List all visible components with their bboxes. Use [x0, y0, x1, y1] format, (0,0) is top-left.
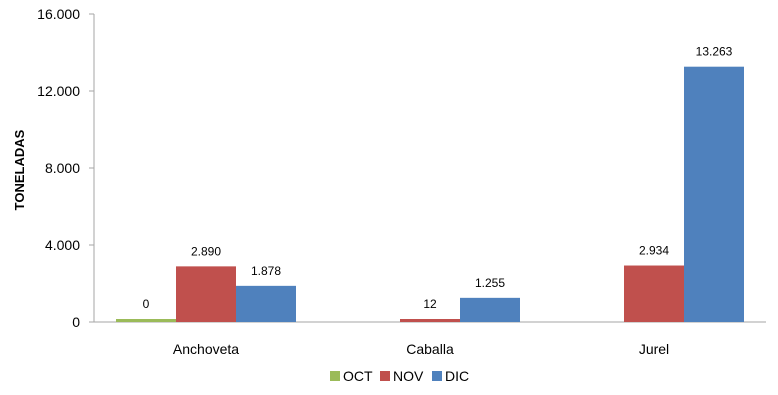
- y-tick-label: 16.000: [37, 6, 80, 22]
- legend-swatch-nov: [380, 371, 390, 381]
- data-label-oct-anchoveta: 0: [143, 297, 150, 311]
- y-tick-label: 12.000: [37, 83, 80, 99]
- legend-swatch-dic: [432, 371, 442, 381]
- data-label-nov-anchoveta: 2.890: [191, 244, 221, 258]
- category-label-caballa: Caballa: [406, 341, 454, 357]
- y-ticks: 0 4.000 8.000 12.000 16.000: [37, 6, 94, 330]
- legend-label-oct: OCT: [343, 368, 373, 384]
- bar-nov-anchoveta: [176, 266, 236, 322]
- bar-nov-caballa: [400, 319, 460, 322]
- legend: OCT NOV DIC: [330, 368, 469, 384]
- y-tick-label: 4.000: [45, 237, 80, 253]
- data-labels: 0 2.890 1.878 12 1.255 2.934 13.263: [143, 45, 733, 311]
- data-label-dic-caballa: 1.255: [475, 276, 505, 290]
- data-label-dic-jurel: 13.263: [696, 45, 733, 59]
- category-label-jurel: Jurel: [639, 341, 669, 357]
- bar-oct-anchoveta: [116, 319, 176, 322]
- data-label-nov-caballa: 12: [423, 297, 437, 311]
- bar-dic-jurel: [684, 66, 744, 322]
- y-tick-label: 8.000: [45, 160, 80, 176]
- data-label-nov-jurel: 2.934: [639, 244, 669, 258]
- category-label-anchoveta: Anchoveta: [173, 341, 239, 357]
- data-label-dic-anchoveta: 1.878: [251, 264, 281, 278]
- legend-label-dic: DIC: [445, 368, 469, 384]
- category-labels: Anchoveta Caballa Jurel: [173, 341, 669, 357]
- y-axis-label: TONELADAS: [12, 129, 27, 210]
- bar-nov-jurel: [624, 265, 684, 322]
- bar-dic-caballa: [460, 297, 520, 322]
- bar-dic-anchoveta: [236, 285, 296, 322]
- legend-swatch-oct: [330, 371, 340, 381]
- bars: [116, 66, 744, 322]
- legend-label-nov: NOV: [393, 368, 424, 384]
- y-tick-label: 0: [72, 314, 80, 330]
